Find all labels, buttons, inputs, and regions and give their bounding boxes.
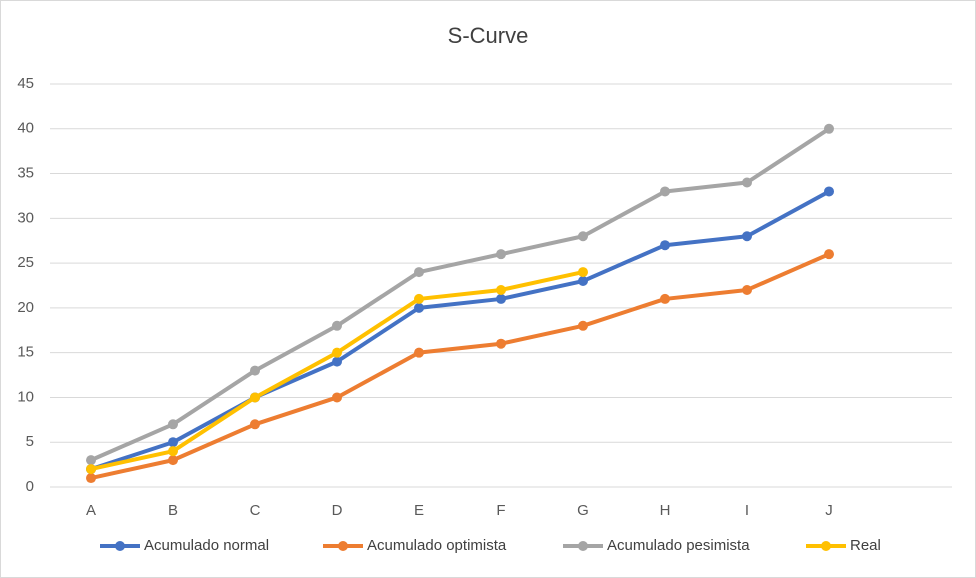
data-point — [414, 302, 424, 313]
x-tick-label: D — [332, 502, 343, 519]
data-point — [414, 267, 424, 278]
legend-marker — [115, 541, 125, 551]
data-point — [86, 455, 96, 466]
y-tick-label: 5 — [26, 433, 34, 450]
x-tick-label: I — [745, 502, 749, 519]
data-point — [824, 249, 834, 260]
data-point — [578, 276, 588, 287]
data-point — [168, 437, 178, 448]
data-point — [742, 231, 752, 242]
data-point — [660, 293, 670, 304]
data-point — [824, 123, 834, 134]
legend-label: Real — [850, 537, 881, 554]
y-tick-label: 40 — [17, 120, 34, 137]
y-tick-label: 10 — [17, 388, 34, 405]
data-point — [742, 177, 752, 188]
data-point — [86, 473, 96, 484]
data-point — [578, 320, 588, 331]
data-point — [742, 284, 752, 295]
data-point — [168, 455, 178, 466]
data-point — [824, 186, 834, 197]
data-point — [250, 392, 260, 403]
y-tick-label: 30 — [17, 209, 34, 226]
data-point — [86, 464, 96, 475]
data-point — [578, 231, 588, 242]
data-point — [168, 419, 178, 430]
data-point — [250, 365, 260, 376]
series-line — [90, 127, 831, 462]
legend-label: Acumulado optimista — [367, 537, 507, 554]
data-point — [660, 186, 670, 197]
y-tick-label: 35 — [17, 165, 34, 182]
legend-marker — [578, 541, 588, 551]
x-tick-label: A — [86, 502, 96, 519]
x-tick-label: B — [168, 502, 178, 519]
legend-label: Acumulado pesimista — [607, 537, 750, 554]
y-tick-label: 20 — [17, 299, 34, 316]
y-tick-label: 15 — [17, 344, 34, 361]
legend-marker — [821, 541, 831, 551]
y-tick-label: 25 — [17, 254, 34, 271]
x-tick-label: H — [660, 502, 671, 519]
y-tick-label: 45 — [17, 75, 34, 92]
x-tick-label: C — [250, 502, 261, 519]
series-line — [90, 252, 830, 480]
x-tick-label: E — [414, 502, 424, 519]
x-tick-label: G — [577, 502, 589, 519]
data-point — [496, 284, 506, 295]
data-point — [332, 320, 342, 331]
chart-title: S-Curve — [448, 23, 529, 48]
data-point — [496, 293, 506, 304]
x-tick-label: J — [825, 502, 833, 519]
data-point — [496, 338, 506, 349]
x-tick-label: F — [496, 502, 505, 519]
data-point — [578, 267, 588, 278]
y-tick-label: 0 — [26, 478, 34, 495]
legend-marker — [338, 541, 348, 551]
data-point — [414, 293, 424, 304]
data-point — [332, 347, 342, 358]
data-point — [250, 419, 260, 430]
data-point — [414, 347, 424, 358]
data-point — [332, 392, 342, 403]
data-point — [660, 240, 670, 251]
data-point — [332, 356, 342, 367]
series-line — [90, 189, 830, 471]
legend-label: Acumulado normal — [144, 537, 269, 554]
data-point — [168, 446, 178, 457]
data-point — [496, 249, 506, 260]
